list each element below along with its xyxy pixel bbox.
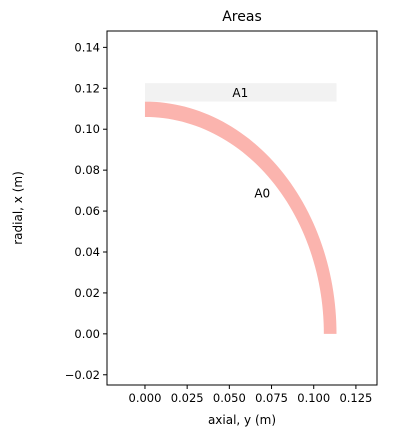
y-axis-ticks: −0.02 0.00 0.02 0.04 0.06 0.08 0.10 0.12 0.14 xyxy=(65,40,107,382)
x-tick-label: 0.025 xyxy=(171,391,204,405)
x-tick-label: 0.050 xyxy=(213,391,246,405)
y-tick-label: 0.12 xyxy=(74,81,100,95)
annotations-layer: A0 A1 xyxy=(232,86,270,201)
x-tick-label: 0.125 xyxy=(339,391,372,405)
y-tick-label: 0.00 xyxy=(74,327,100,341)
y-tick-label: 0.10 xyxy=(74,122,100,136)
region-a0 xyxy=(144,101,337,334)
y-tick-label: 0.02 xyxy=(74,286,100,300)
annotation-a1: A1 xyxy=(232,86,248,100)
y-tick-label: −0.02 xyxy=(65,368,100,382)
y-tick-label: 0.08 xyxy=(74,163,100,177)
chart-title: Areas xyxy=(222,9,262,25)
regions-layer xyxy=(144,83,337,334)
x-axis-ticks: 0.000 0.025 0.050 0.075 0.100 0.125 xyxy=(129,385,372,405)
y-axis-label: radial, x (m) xyxy=(11,171,25,245)
x-axis-label: axial, y (m) xyxy=(208,413,276,427)
x-tick-label: 0.100 xyxy=(297,391,330,405)
region-a1 xyxy=(144,83,337,102)
y-tick-label: 0.14 xyxy=(74,40,100,54)
x-tick-label: 0.000 xyxy=(129,391,162,405)
y-tick-label: 0.06 xyxy=(74,204,100,218)
annotation-a0: A0 xyxy=(254,187,270,201)
axes-frame xyxy=(106,30,378,386)
x-tick-label: 0.075 xyxy=(255,391,288,405)
y-tick-label: 0.04 xyxy=(74,245,100,259)
